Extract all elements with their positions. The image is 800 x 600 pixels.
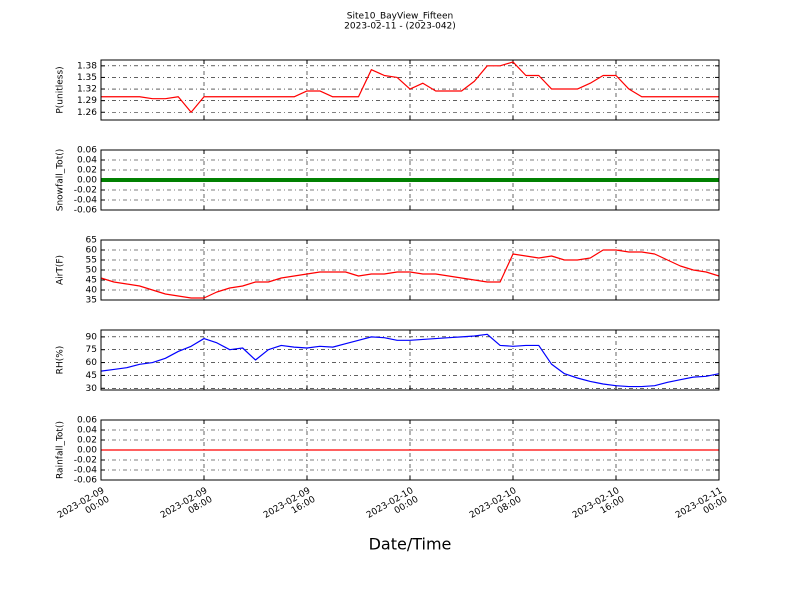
y-tick-label: 1.29 xyxy=(77,96,97,106)
y-tick-label: 0.02 xyxy=(77,436,97,446)
y-tick-label: 65 xyxy=(86,236,97,246)
y-tick-label: 0.04 xyxy=(77,426,97,436)
y-tick-label: 0.00 xyxy=(77,446,97,456)
chart-subtitle: 2023-02-11 - (2023-042) xyxy=(344,22,456,32)
y-tick-label: 0.06 xyxy=(77,416,97,426)
axes-frame xyxy=(100,329,720,391)
y-axis-label: RH(%) xyxy=(56,346,66,375)
axes-frame xyxy=(100,239,720,301)
y-tick-label: 75 xyxy=(86,345,97,355)
y-tick-label: -0.04 xyxy=(74,196,98,206)
y-tick-label: 55 xyxy=(86,256,97,266)
y-tick-label: -0.06 xyxy=(74,206,98,216)
y-tick-label: 90 xyxy=(86,332,98,342)
y-tick-label: -0.02 xyxy=(74,456,97,466)
y-tick-label: 45 xyxy=(86,371,97,381)
y-tick-label: 45 xyxy=(86,276,97,286)
y-tick-label: 30 xyxy=(86,384,98,394)
y-tick-label: 60 xyxy=(86,358,98,368)
axes-frame xyxy=(100,419,720,481)
axes-frame xyxy=(100,59,720,121)
y-tick-label: 40 xyxy=(86,286,98,296)
y-tick-label: 60 xyxy=(86,246,98,256)
x-axis-label: Date/Time xyxy=(369,535,452,554)
chart-title: Site10_BayView_Fifteen xyxy=(347,12,453,22)
y-tick-label: 50 xyxy=(86,266,98,276)
y-axis-label: Snowfall_Tot() xyxy=(56,149,66,212)
y-tick-label: 0.02 xyxy=(77,166,97,176)
y-tick-label: 0.04 xyxy=(77,156,97,166)
y-tick-label: 0.00 xyxy=(77,176,97,186)
y-tick-label: 0.06 xyxy=(77,146,97,156)
y-tick-label: -0.02 xyxy=(74,186,97,196)
y-tick-label: 1.26 xyxy=(77,108,97,118)
y-tick-label: -0.04 xyxy=(74,466,98,476)
data-line xyxy=(100,249,720,299)
axes-frame xyxy=(100,149,720,211)
y-tick-label: 1.32 xyxy=(77,85,97,95)
data-line xyxy=(101,61,719,113)
y-tick-label: 1.38 xyxy=(77,61,97,71)
y-axis-label: P(unitless) xyxy=(56,66,66,113)
y-tick-label: 35 xyxy=(86,296,97,306)
y-axis-label: Rainfall_Tot() xyxy=(56,421,66,479)
y-tick-label: 1.35 xyxy=(77,73,97,83)
y-axis-label: AirT(F) xyxy=(56,255,66,285)
data-line xyxy=(100,333,720,388)
y-tick-label: -0.06 xyxy=(74,476,98,486)
